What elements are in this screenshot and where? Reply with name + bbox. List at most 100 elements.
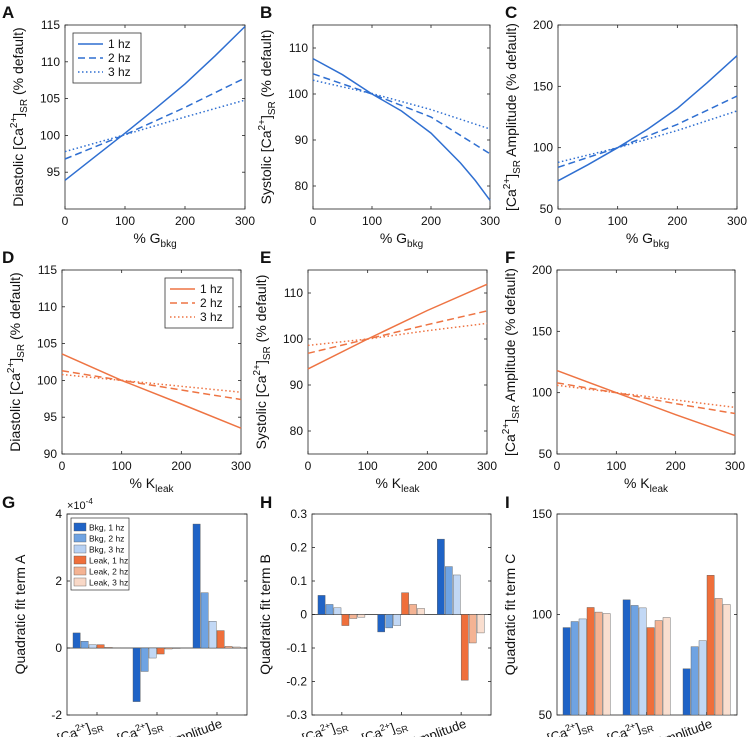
bar (646, 627, 655, 716)
y-tick-label: 200 (532, 263, 552, 277)
x-tick-label: 300 (727, 214, 747, 228)
x-tick-label: 0 (555, 214, 562, 228)
series-line-3-hz (307, 322, 488, 347)
series-line-1-hz (312, 57, 491, 201)
legend-label: Leak, 3 hz (89, 578, 128, 588)
bar (409, 604, 417, 615)
legend-label: Leak, 1 hz (89, 556, 128, 566)
legend-swatch (73, 544, 87, 554)
y-tick-label: -0.2 (286, 675, 307, 689)
panel-label: I (505, 493, 510, 512)
y-tick-label: 50 (539, 447, 553, 461)
x-tick-label: 300 (235, 214, 255, 228)
bar (714, 598, 723, 716)
y-tick-label: 100 (533, 141, 553, 155)
x-tick-label: 0 (62, 214, 69, 228)
y-tick-label: 90 (295, 133, 309, 147)
panel-e: E 80 90 100 110 Systolic [Ca2+]SR (% default)… (252, 248, 497, 495)
legend-label: 1 hz (108, 37, 131, 51)
bar (698, 640, 707, 716)
plot-frame (557, 24, 738, 210)
y-tick-label: 110 (284, 286, 303, 300)
y-axis-label: Quadratic fit term B (257, 554, 273, 675)
y-tick-label: 100 (532, 608, 552, 622)
plot-frame (61, 269, 242, 455)
bar (140, 647, 149, 672)
exponent-label: ×10-4 (67, 497, 93, 512)
panel-label: G (2, 493, 15, 512)
y-tick-label: 0.2 (290, 541, 307, 555)
bar (578, 618, 587, 716)
y-tick-label: 200 (533, 18, 553, 32)
panel-label: C (505, 3, 517, 22)
series-line-1-hz (556, 369, 736, 437)
bar (216, 630, 225, 649)
bar (96, 644, 105, 649)
y-tick-label: 50 (540, 202, 554, 216)
bar (385, 614, 393, 629)
bar (460, 614, 469, 681)
panel-a: A 95 100 105 110 115 Diastolic [Ca2+]SR (% def… (2, 3, 255, 250)
y-tick-label: 115 (41, 18, 60, 32)
panel-label: E (260, 248, 271, 267)
bar (602, 613, 611, 716)
x-tick-label: 300 (480, 214, 500, 228)
panel-label: D (2, 248, 14, 267)
bar (208, 621, 217, 649)
legend-label: Bkg, 2 hz (89, 534, 124, 544)
legend-label: 1 hz (200, 282, 223, 296)
x-axis-label: % Kleak (624, 475, 669, 495)
x-tick-label: 300 (231, 459, 251, 473)
legend: 1 hz2 hz3 hz (164, 277, 234, 329)
legend-swatch (73, 555, 87, 565)
bar (156, 647, 165, 655)
x-tick-label: 0 (310, 214, 317, 228)
series-line-1-hz (557, 55, 738, 182)
bar (682, 668, 691, 716)
legend-label: 2 hz (200, 296, 223, 310)
y-tick-label: 110 (289, 41, 308, 55)
legend-label: 2 hz (108, 51, 131, 65)
x-axis-label: % Gbkg (626, 230, 669, 250)
x-tick-label: 0 (554, 459, 561, 473)
plot-frame (64, 24, 246, 210)
y-axis-label: Diastolic [Ca2+]SR (% default) (9, 27, 30, 206)
series-line-2-hz (557, 95, 738, 169)
bar (594, 611, 603, 716)
y-axis-label: Systolic [Ca2+]SR (% default) (252, 275, 273, 450)
legend-label: 3 hz (200, 310, 223, 324)
y-tick-label: 105 (40, 92, 60, 106)
y-tick-label: 0.1 (290, 574, 307, 588)
series-line-2-hz (64, 77, 246, 160)
y-tick-label: 4 (55, 507, 62, 521)
bar (468, 614, 477, 644)
bar (437, 538, 445, 615)
bar (706, 575, 715, 716)
y-axis-label: [Ca2+]SR Amplitude (% default) (501, 268, 522, 456)
bar (445, 566, 453, 615)
bar (570, 621, 579, 716)
legend: 1 hz2 hz3 hz (72, 32, 142, 84)
series-line-3-hz (312, 79, 491, 130)
y-tick-label: 100 (283, 332, 303, 346)
bar (638, 607, 647, 716)
y-tick-label: 80 (290, 424, 304, 438)
plot-frame (307, 269, 488, 455)
bar (200, 592, 209, 649)
series-line-3-hz (556, 384, 736, 409)
bar (232, 646, 241, 649)
y-tick-label: 80 (295, 179, 309, 193)
bar (654, 620, 663, 716)
bar (377, 614, 385, 633)
legend-label: Leak, 2 hz (89, 567, 128, 577)
x-axis-label: % Gbkg (380, 230, 423, 250)
y-tick-label: 105 (37, 337, 57, 351)
bar (132, 647, 141, 702)
x-tick-label: 200 (667, 214, 687, 228)
x-tick-label: 100 (608, 214, 628, 228)
bar (393, 614, 401, 626)
y-tick-label: 150 (533, 79, 553, 93)
legend-label: 3 hz (108, 65, 131, 79)
bar (112, 647, 121, 649)
